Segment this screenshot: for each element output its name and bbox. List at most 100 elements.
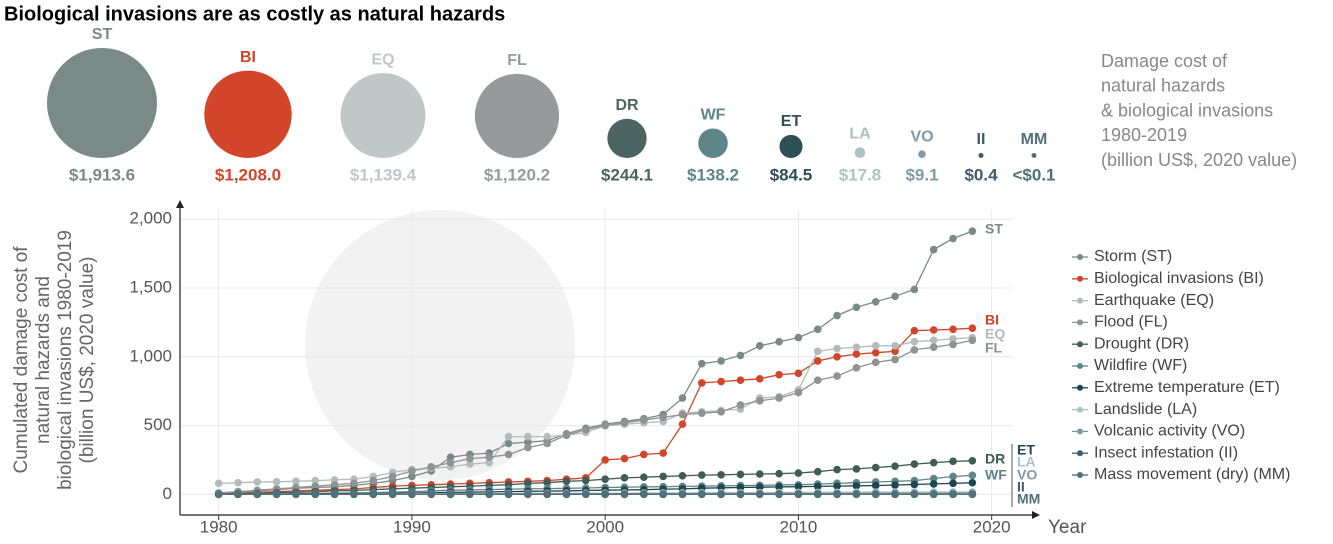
bubble-value-label: $1,913.6 bbox=[69, 165, 135, 184]
data-point bbox=[949, 491, 957, 499]
title: Biological invasions are as costly as na… bbox=[4, 3, 505, 25]
data-point bbox=[833, 345, 841, 353]
data-point bbox=[949, 480, 957, 488]
legend-label: Wildfire (WF) bbox=[1094, 357, 1187, 374]
y-axis-label: Cumulated damage cost ofnatural hazards … bbox=[11, 230, 98, 490]
data-point bbox=[814, 376, 822, 384]
data-point bbox=[795, 491, 803, 499]
y-axis-arrow bbox=[176, 200, 184, 208]
annotation-line: 1980-2019 bbox=[1101, 125, 1187, 145]
data-point bbox=[737, 491, 745, 499]
data-point bbox=[582, 477, 590, 485]
data-point bbox=[601, 456, 609, 464]
data-point bbox=[485, 491, 493, 499]
legend-label: Landslide (LA) bbox=[1094, 401, 1197, 418]
data-point bbox=[814, 468, 822, 476]
data-point bbox=[775, 470, 783, 478]
data-point bbox=[698, 360, 706, 368]
data-point bbox=[311, 491, 319, 499]
data-point bbox=[891, 292, 899, 300]
data-point bbox=[621, 474, 629, 482]
data-point bbox=[659, 491, 667, 499]
data-point bbox=[563, 431, 571, 439]
data-point bbox=[872, 491, 880, 499]
data-point bbox=[930, 480, 938, 488]
data-point bbox=[891, 481, 899, 489]
legend-label: Mass movement (dry) (MM) bbox=[1094, 466, 1290, 483]
bubble bbox=[204, 71, 291, 158]
annotation-line: (billion US$, 2020 value) bbox=[1101, 150, 1297, 170]
data-point bbox=[350, 480, 358, 488]
data-point bbox=[563, 477, 571, 485]
data-point bbox=[911, 460, 919, 468]
data-point bbox=[833, 312, 841, 320]
data-point bbox=[659, 473, 667, 481]
legend-label: Volcanic activity (VO) bbox=[1094, 423, 1245, 440]
bubble bbox=[47, 48, 157, 158]
data-point bbox=[408, 467, 416, 475]
data-point bbox=[930, 491, 938, 499]
data-point bbox=[621, 455, 629, 463]
data-point bbox=[930, 337, 938, 345]
legend-marker bbox=[1077, 450, 1083, 456]
data-point bbox=[717, 357, 725, 365]
series-end-label: DR bbox=[985, 451, 1005, 467]
data-point bbox=[254, 491, 262, 499]
data-point bbox=[853, 491, 861, 499]
bubble-value-label: $9.1 bbox=[905, 165, 938, 184]
bubble-abbr: ET bbox=[781, 113, 802, 130]
data-point bbox=[485, 453, 493, 461]
data-point bbox=[254, 478, 262, 486]
data-point bbox=[756, 491, 764, 499]
data-point bbox=[969, 472, 977, 480]
data-point bbox=[872, 342, 880, 350]
data-point bbox=[659, 449, 667, 457]
series-end-label: FL bbox=[985, 340, 1003, 356]
data-point bbox=[949, 458, 957, 466]
data-point bbox=[775, 338, 783, 346]
data-point bbox=[582, 426, 590, 434]
bubble-abbr: II bbox=[977, 131, 986, 148]
data-point bbox=[640, 451, 648, 459]
bubble bbox=[779, 135, 802, 158]
data-point bbox=[833, 491, 841, 499]
data-point bbox=[756, 470, 764, 478]
data-point bbox=[505, 491, 513, 499]
data-point bbox=[795, 469, 803, 477]
data-point bbox=[369, 491, 377, 499]
annotation-line: & biological invasions bbox=[1101, 100, 1273, 120]
data-point bbox=[833, 353, 841, 361]
data-point bbox=[872, 464, 880, 472]
bubble-value-label: $84.5 bbox=[770, 165, 813, 184]
bubble bbox=[918, 150, 926, 158]
data-point bbox=[601, 475, 609, 483]
legend-marker bbox=[1077, 254, 1083, 260]
data-point bbox=[563, 491, 571, 499]
bubble-abbr: VO bbox=[910, 129, 933, 146]
series-end-label: MM bbox=[1017, 491, 1040, 507]
data-point bbox=[737, 401, 745, 409]
bubble-value-label: $1,139.4 bbox=[350, 165, 417, 184]
data-point bbox=[717, 378, 725, 386]
data-point bbox=[601, 491, 609, 499]
data-point bbox=[891, 491, 899, 499]
data-point bbox=[775, 371, 783, 379]
data-point bbox=[775, 491, 783, 499]
data-point bbox=[640, 473, 648, 481]
data-point bbox=[717, 408, 725, 416]
legend-marker bbox=[1077, 276, 1083, 282]
data-point bbox=[911, 481, 919, 489]
data-point bbox=[679, 411, 687, 419]
y-tick-label: 0 bbox=[163, 484, 172, 503]
data-point bbox=[853, 350, 861, 358]
data-point bbox=[872, 359, 880, 367]
data-point bbox=[679, 394, 687, 402]
data-point bbox=[872, 349, 880, 357]
bubble-value-label: $1,208.0 bbox=[215, 165, 281, 184]
data-point bbox=[737, 471, 745, 479]
x-tick-label: 1980 bbox=[200, 517, 238, 536]
data-point bbox=[756, 375, 764, 383]
data-point bbox=[737, 352, 745, 360]
data-point bbox=[215, 491, 223, 499]
legend-label: Biological invasions (BI) bbox=[1094, 270, 1264, 287]
